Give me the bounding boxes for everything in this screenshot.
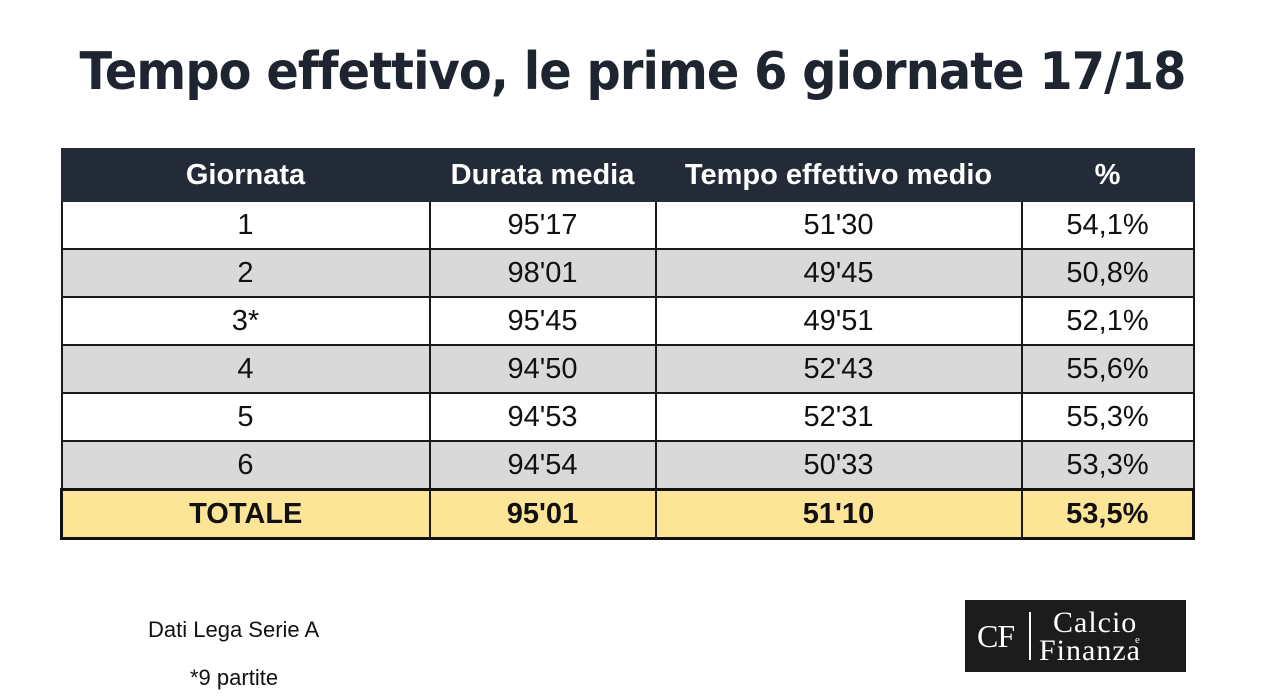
cell-giornata: 5	[60, 392, 431, 442]
total-durata-media: 95'01	[428, 488, 657, 540]
total-row: TOTALE 95'01 51'10 53,5%	[60, 488, 1195, 540]
table-row: 3* 95'45 49'51 52,1%	[60, 296, 1195, 346]
cell-tempo-effettivo: 49'51	[654, 296, 1023, 346]
total-percent: 53,5%	[1020, 488, 1195, 540]
calcio-finanza-logo: CF Calcio e Finanza	[965, 600, 1186, 672]
cell-durata-media: 94'54	[428, 440, 657, 491]
cell-durata-media: 98'01	[428, 248, 657, 298]
footnote: *9 partite	[190, 665, 279, 690]
cell-giornata: 1	[60, 200, 431, 250]
header-giornata: Giornata	[60, 148, 431, 202]
cell-tempo-effettivo: 52'31	[654, 392, 1023, 442]
header-percent: %	[1020, 148, 1195, 202]
total-label: TOTALE	[60, 488, 431, 540]
cell-giornata: 6	[60, 440, 431, 491]
source-note: Dati Lega Serie A	[148, 617, 320, 642]
cell-tempo-effettivo: 52'43	[654, 344, 1023, 394]
cell-giornata: 3*	[60, 296, 431, 346]
cell-tempo-effettivo: 49'45	[654, 248, 1023, 298]
cell-percent: 54,1%	[1020, 200, 1195, 250]
table-row: 4 94'50 52'43 55,6%	[60, 344, 1195, 394]
cell-percent: 50,8%	[1020, 248, 1195, 298]
total-tempo-effettivo: 51'10	[654, 488, 1023, 540]
table-row: 5 94'53 52'31 55,3%	[60, 392, 1195, 442]
cell-percent: 55,6%	[1020, 344, 1195, 394]
cell-percent: 53,3%	[1020, 440, 1195, 491]
logo-word-finanza: Finanza	[1039, 634, 1141, 667]
table-row: 1 95'17 51'30 54,1%	[60, 200, 1195, 250]
cell-percent: 55,3%	[1020, 392, 1195, 442]
cell-durata-media: 94'53	[428, 392, 657, 442]
logo-word-calcio: Calcio	[1053, 606, 1138, 639]
stats-table: Giornata Durata media Tempo effettivo me…	[60, 148, 1195, 540]
table-header-row: Giornata Durata media Tempo effettivo me…	[60, 148, 1195, 202]
header-tempo-effettivo-medio: Tempo effettivo medio	[654, 148, 1023, 202]
page-title: Tempo effettivo, le prime 6 giornate 17/…	[79, 42, 1187, 102]
table-row: 2 98'01 49'45 50,8%	[60, 248, 1195, 298]
table-row: 6 94'54 50'33 53,3%	[60, 440, 1195, 491]
cell-durata-media: 94'50	[428, 344, 657, 394]
header-durata-media: Durata media	[428, 148, 657, 202]
cell-durata-media: 95'17	[428, 200, 657, 250]
cell-percent: 52,1%	[1020, 296, 1195, 346]
cell-durata-media: 95'45	[428, 296, 657, 346]
cell-tempo-effettivo: 50'33	[654, 440, 1023, 491]
logo-initials: CF	[977, 618, 1015, 654]
cell-giornata: 4	[60, 344, 431, 394]
cell-tempo-effettivo: 51'30	[654, 200, 1023, 250]
logo-connector: e	[1135, 634, 1140, 646]
logo-divider	[1029, 612, 1031, 660]
cell-giornata: 2	[60, 248, 431, 298]
